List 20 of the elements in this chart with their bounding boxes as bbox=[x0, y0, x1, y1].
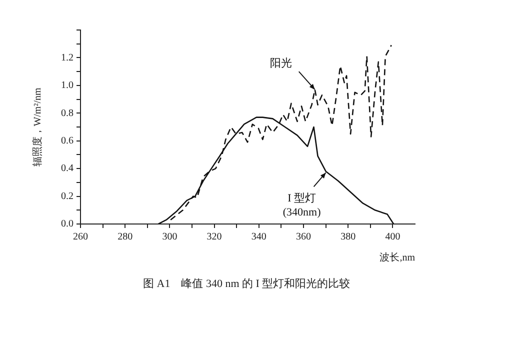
y-tick-label: 0.6 bbox=[61, 135, 74, 146]
x-tick-label: 300 bbox=[162, 232, 178, 243]
x-tick-label: 280 bbox=[118, 232, 133, 243]
y-tick-label: 0.2 bbox=[61, 190, 74, 202]
y-tick-label: 1.2 bbox=[61, 52, 74, 64]
y-tick-label: 0.8 bbox=[61, 108, 74, 119]
annotation: 阳光 bbox=[270, 56, 292, 70]
x-tick-label: 360 bbox=[296, 232, 311, 243]
x-tick-label: 320 bbox=[206, 232, 222, 243]
x-tick-label: 400 bbox=[385, 232, 400, 243]
y-tick-label: 0.0 bbox=[61, 218, 74, 230]
y-tick-label: 1.0 bbox=[61, 80, 74, 92]
x-tick-label: 340 bbox=[251, 232, 266, 243]
x-tick-label: 260 bbox=[73, 232, 88, 243]
y-tick-label: 0.4 bbox=[61, 163, 74, 174]
x-tick-label: 380 bbox=[340, 232, 356, 243]
annotation: I 型灯 (340nm) bbox=[282, 192, 322, 219]
y-axis-title: 辐照度，W/m²/nm bbox=[32, 88, 44, 166]
x-axis-title: 波长,nm bbox=[380, 252, 416, 264]
text: 图 A1 峰值 340 nm 的 I 型灯和阳光的比较 bbox=[143, 277, 352, 291]
